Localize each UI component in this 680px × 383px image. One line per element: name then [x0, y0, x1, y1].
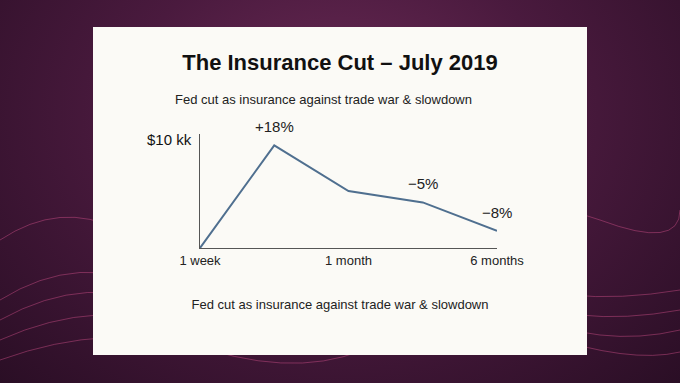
html-text:Fed cut as insurance against t: Fed cut as insurance against trade war &… — [175, 92, 472, 107]
html-text:Fed cut as insurance against t: Fed cut as insurance against trade war &… — [191, 297, 489, 312]
html-text:The Insurance Cut – July 2019: The Insurance Cut – July 2019 — [182, 50, 498, 75]
svg-text:+18%: +18% — [255, 118, 294, 135]
svg-text:−8%: −8% — [482, 204, 512, 221]
svg-text:−5%: −5% — [408, 175, 438, 192]
svg-text:6 months: 6 months — [470, 253, 524, 268]
svg-text:$10 kk: $10 kk — [147, 131, 192, 148]
svg-text:1 month: 1 month — [325, 253, 372, 268]
svg-text:1 week: 1 week — [179, 253, 221, 268]
